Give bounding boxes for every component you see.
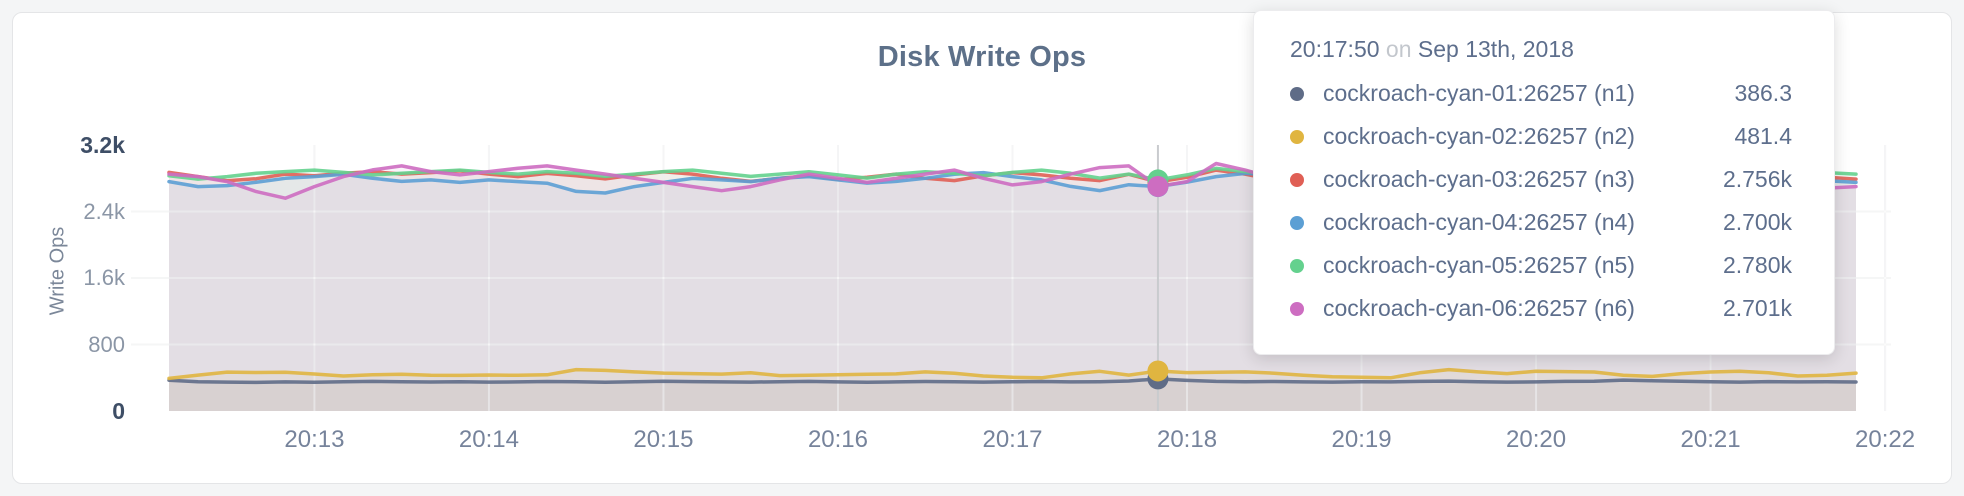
tooltip-time: 20:17:50 — [1290, 36, 1380, 62]
x-tick-label: 20:17 — [982, 426, 1043, 453]
tooltip-row: cockroach-cyan-02:26257 (n2) 481.4 — [1290, 115, 1792, 158]
series-color-dot-icon — [1290, 86, 1304, 101]
tooltip-row: cockroach-cyan-03:26257 (n3) 2.756k — [1290, 158, 1792, 201]
series-name: cockroach-cyan-03:26257 (n3) — [1323, 166, 1635, 192]
chart-title: Disk Write Ops — [877, 41, 1087, 73]
hover-dot — [1147, 360, 1169, 382]
x-tick-label: 20:18 — [1156, 426, 1218, 453]
tooltip-conjunction: on — [1385, 36, 1412, 62]
tooltip-date: Sep 13th, 2018 — [1417, 36, 1574, 62]
series-name: cockroach-cyan-06:26257 (n6) — [1323, 295, 1635, 321]
x-tick-label: 20:15 — [633, 426, 694, 453]
tooltip-row: cockroach-cyan-06:26257 (n6) 2.701k — [1290, 287, 1792, 330]
tooltip-row: cockroach-cyan-05:26257 (n5) 2.780k — [1290, 244, 1792, 287]
series-name: cockroach-cyan-05:26257 (n5) — [1323, 252, 1635, 278]
tooltip-header: 20:17:50 on Sep 13th, 2018 — [1290, 36, 1792, 63]
hover-marker — [1147, 145, 1169, 411]
series-color-dot-icon — [1290, 215, 1304, 230]
series-value: 2.700k — [1722, 209, 1792, 235]
x-tick-label: 20:19 — [1331, 426, 1392, 453]
tooltip-row: cockroach-cyan-04:26257 (n4) 2.700k — [1290, 201, 1792, 244]
series-color-dot-icon — [1290, 258, 1304, 273]
series-value: 481.4 — [1734, 123, 1792, 149]
y-tick-label: 2.4k — [83, 198, 125, 224]
y-tick-label: 0 — [112, 398, 125, 424]
series-name: cockroach-cyan-02:26257 (n2) — [1323, 123, 1635, 149]
series-name: cockroach-cyan-04:26257 (n4) — [1323, 209, 1635, 235]
series-value: 2.780k — [1722, 252, 1792, 278]
series-color-dot-icon — [1290, 129, 1304, 144]
x-tick-label: 20:14 — [458, 426, 519, 453]
series-value: 2.756k — [1722, 166, 1792, 192]
chart-tooltip: 20:17:50 on Sep 13th, 2018 cockroach-cya… — [1253, 10, 1835, 355]
tooltip-row: cockroach-cyan-01:26257 (n1) 386.3 — [1290, 72, 1792, 115]
y-tick-label: 800 — [88, 331, 125, 357]
y-tick-label: 3.2k — [80, 132, 125, 158]
y-tick-label: 1.6k — [83, 265, 125, 290]
chart-card: Disk Write Ops Write Ops 0 800 1.6k 2.4k 3.2… — [12, 10, 1952, 484]
x-tick-label: 20:22 — [1855, 426, 1916, 453]
series-name: cockroach-cyan-01:26257 (n1) — [1323, 80, 1635, 106]
series-color-dot-icon — [1290, 172, 1304, 187]
series-value: 2.701k — [1722, 295, 1792, 321]
series-value: 386.3 — [1734, 80, 1792, 106]
series-color-dot-icon — [1290, 301, 1304, 316]
x-tick-label: 20:20 — [1506, 426, 1567, 453]
series-line — [167, 377, 1858, 385]
x-tick-label: 20:13 — [284, 426, 345, 453]
hover-dot — [1147, 175, 1169, 197]
x-tick-label: 20:21 — [1680, 426, 1741, 453]
x-tick-label: 20:16 — [807, 426, 868, 453]
series-line — [167, 367, 1858, 381]
tooltip-series-list: cockroach-cyan-01:26257 (n1) 386.3 cockroa… — [1290, 72, 1792, 330]
